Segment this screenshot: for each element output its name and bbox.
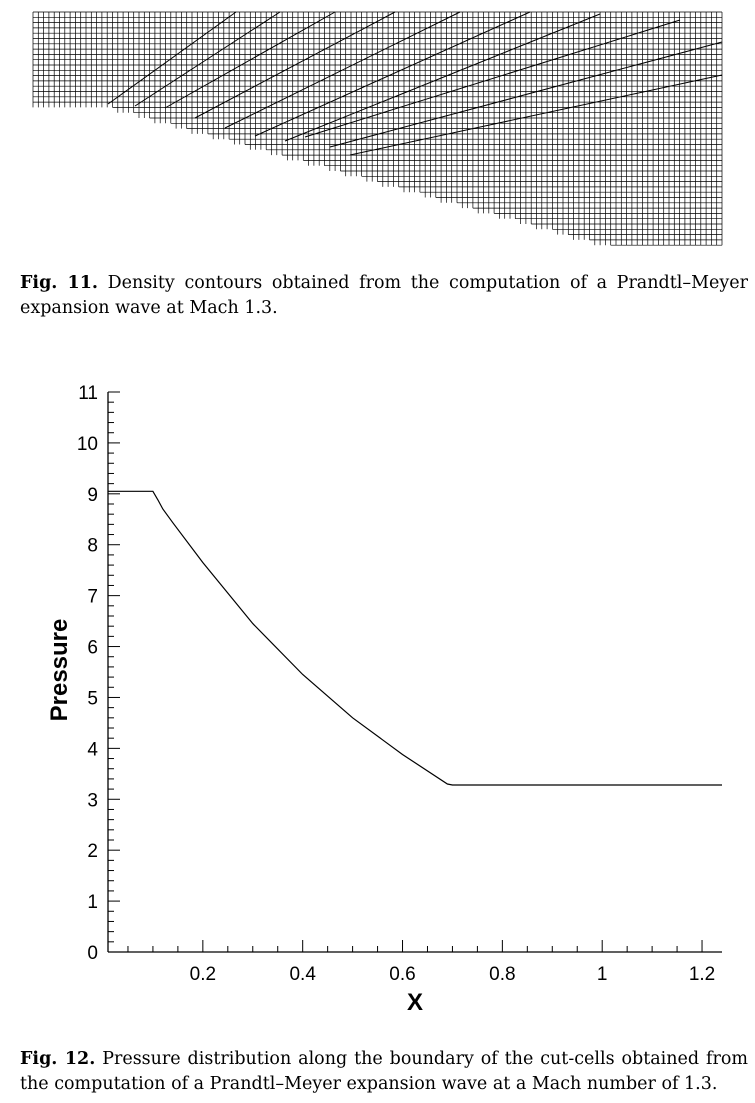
figure-11-caption-label: Fig. 11. [20,273,99,293]
y-tick-label: 11 [78,383,98,404]
axes-frame [107,392,722,953]
contour-line [164,11,336,109]
y-tick-label: 2 [87,841,98,862]
pressure-series-line [108,490,722,786]
y-tick-label: 10 [77,434,98,455]
y-tick-label: 0 [87,943,98,964]
x-tick-label: 0.2 [190,964,216,985]
figure-12-pressure-chart: 0 1 2 3 4 5 6 7 8 9 10 11 0.2 0.4 0.6 0.8 1 1.2 X Pressur… [46,383,722,1016]
contour-line [224,11,461,129]
mesh-lines [32,11,723,246]
y-tick-label: 8 [87,536,98,557]
y-tick-label: 4 [87,739,98,760]
y-tick-label: 7 [87,587,98,608]
y-tick-label: 1 [87,892,98,913]
y-axis-label: Pressure [46,619,73,722]
contour-line [134,11,281,107]
axis-tick-labels: 0 1 2 3 4 5 6 7 8 9 10 11 0.2 0.4 0.6 0.8 1 1.2 [77,383,715,985]
density-contour-lines [107,11,723,156]
cartesian-mesh-grid [32,11,723,246]
contour-line [284,13,601,142]
figure-11-caption-text: Density contours obtained from the compu… [20,273,748,318]
figure-12-caption-label: Fig. 12. [20,1049,96,1069]
figure-11-caption: Fig. 11. Density contours obtained from … [20,271,748,321]
axis-ticks [108,391,703,953]
contour-line [349,74,723,156]
y-tick-label: 9 [87,485,98,506]
figure-11-mesh [32,11,723,246]
y-tick-label: 6 [87,638,98,659]
x-axis-label: X [407,989,423,1016]
x-tick-label: 1.2 [689,964,715,985]
contour-line [254,11,531,137]
figure-12-caption: Fig. 12. Pressure distribution along the… [20,1047,748,1097]
y-tick-label: 5 [87,688,98,709]
contour-line [194,11,396,119]
x-tick-label: 0.6 [389,964,415,985]
contour-line [329,41,723,148]
contour-line [107,11,237,105]
x-tick-label: 1 [597,964,608,985]
y-tick-label: 3 [87,790,98,811]
x-tick-label: 0.4 [289,964,316,985]
figure-12-caption-text: Pressure distribution along the boundary… [20,1049,748,1094]
contour-line [304,19,681,138]
x-tick-label: 0.8 [489,964,515,985]
